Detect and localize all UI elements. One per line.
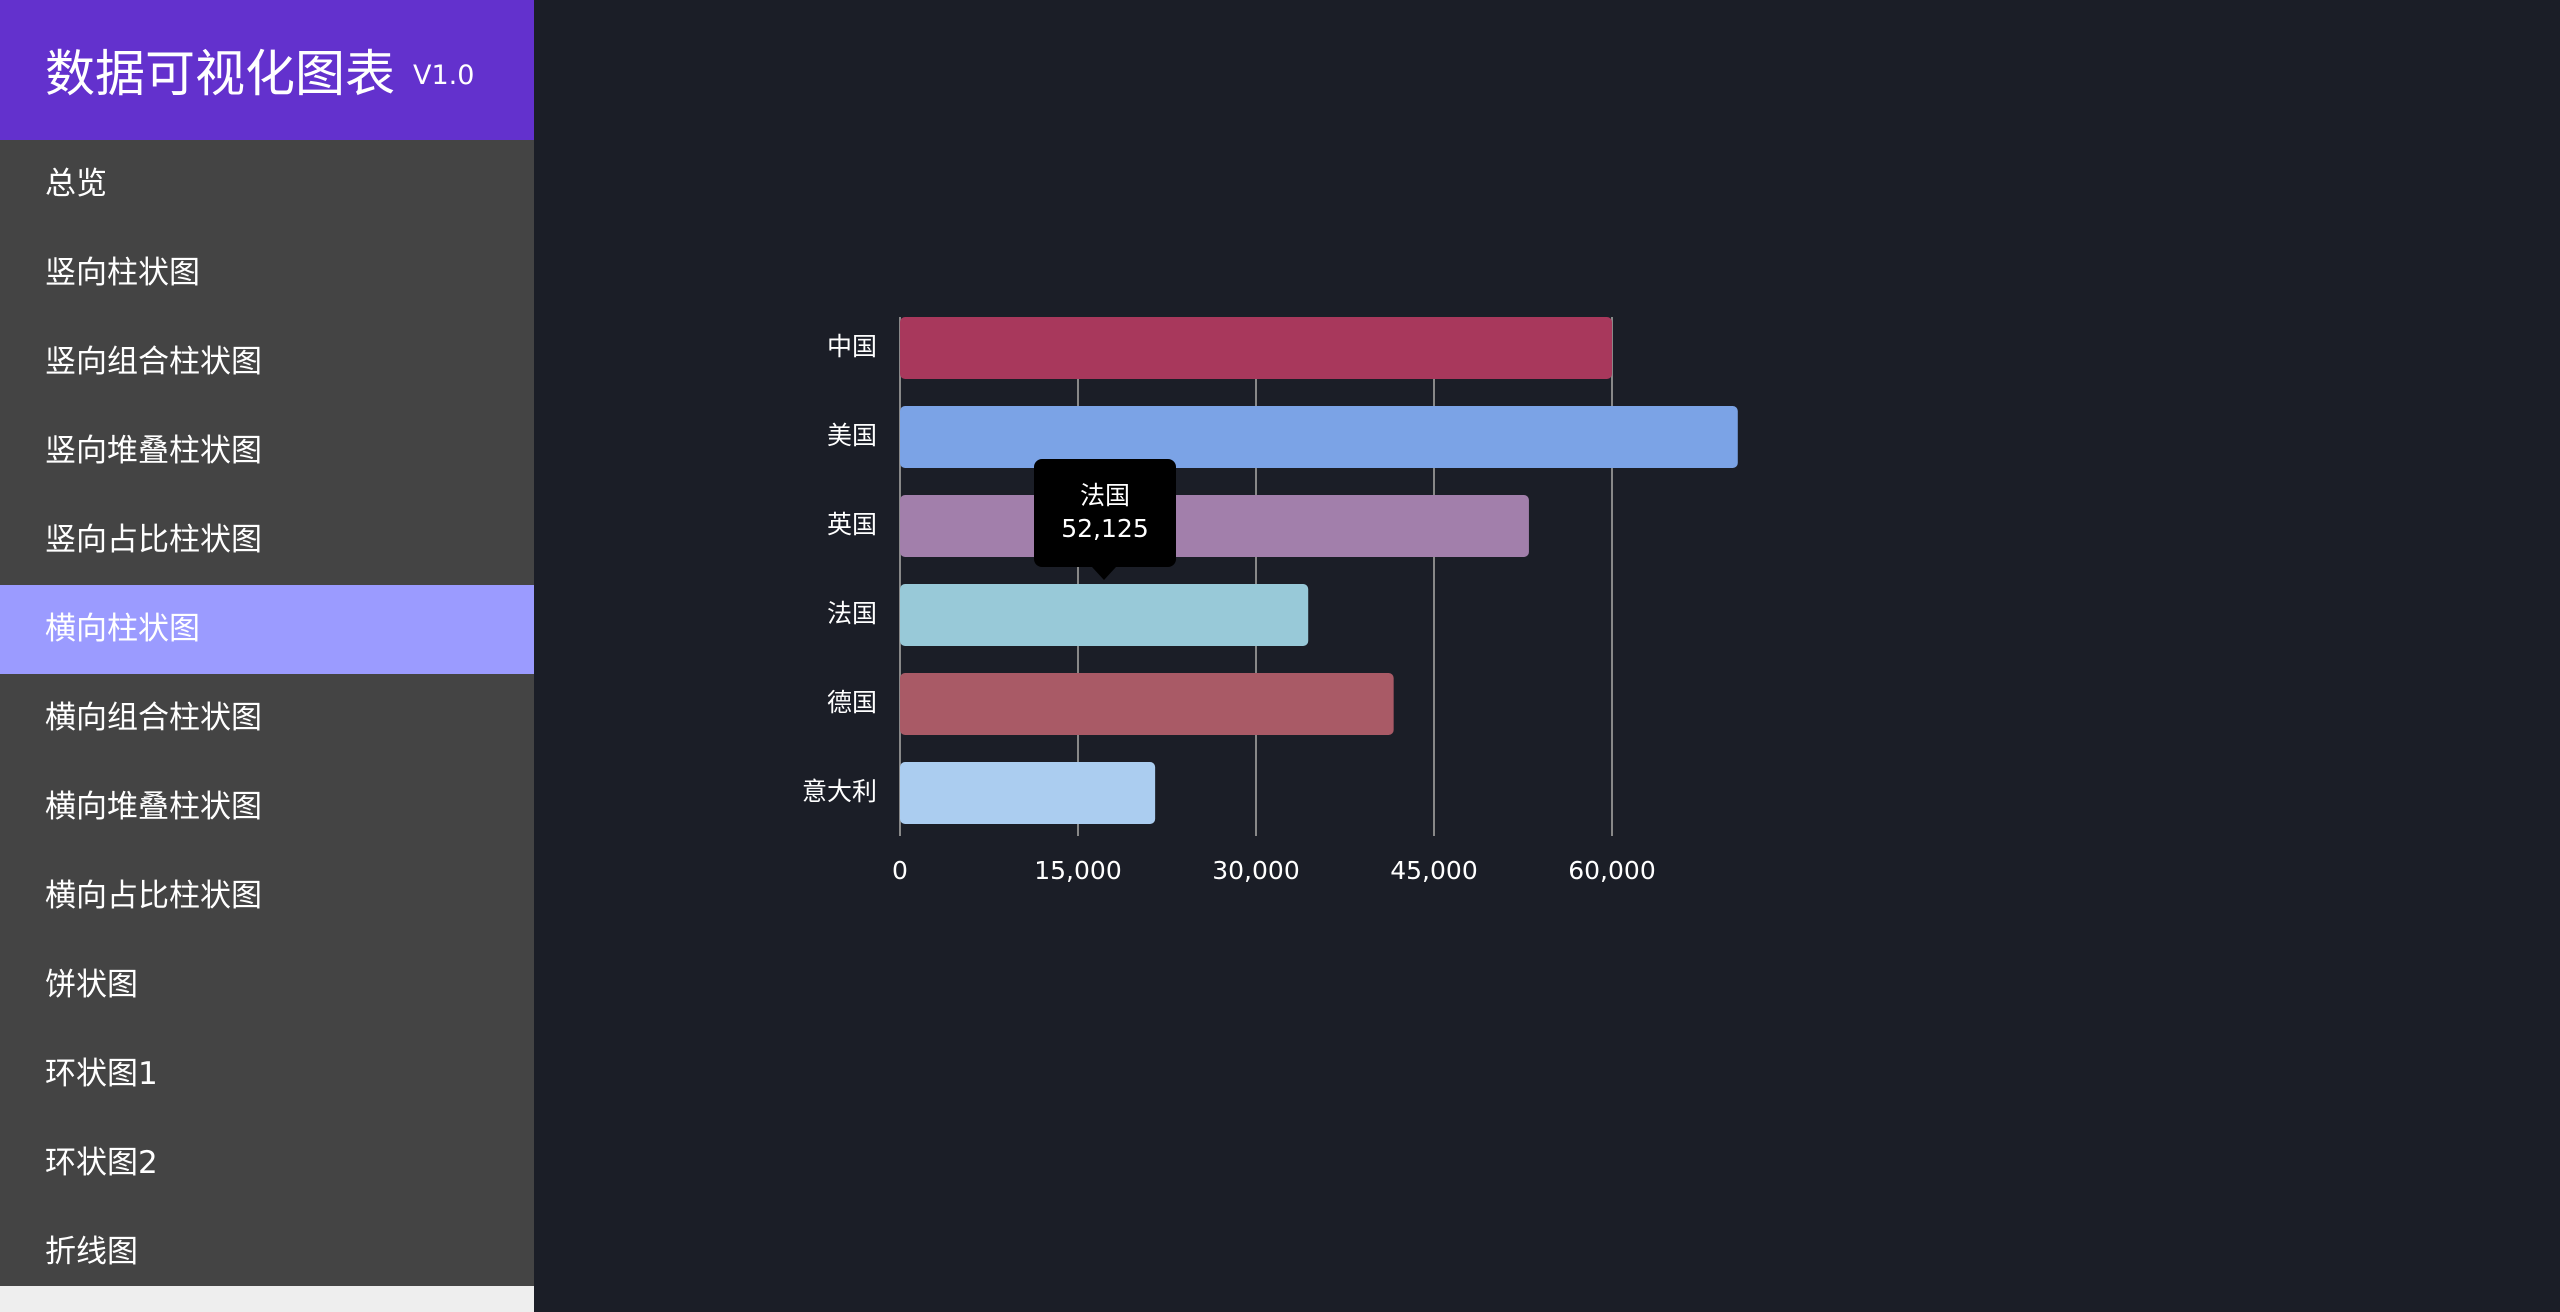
y-tick-label: 美国	[827, 421, 877, 450]
bar	[900, 762, 1156, 824]
scrollbar[interactable]	[0, 1286, 534, 1312]
y-tick-label: 英国	[827, 510, 877, 539]
x-tick-label: 0	[892, 856, 908, 885]
menu-item[interactable]: 环状图1	[45, 1056, 158, 1092]
x-tick-label: 15,000	[1034, 856, 1121, 885]
x-tick-label: 60,000	[1568, 856, 1655, 885]
tooltip-value: 52,125	[1061, 514, 1148, 543]
menu-item[interactable]: 横向占比柱状图	[45, 878, 262, 914]
x-tick-label: 45,000	[1390, 856, 1477, 885]
tooltip-arrow	[1092, 567, 1116, 580]
bar	[900, 406, 1738, 468]
app-title: 数据可视化图表	[45, 45, 395, 103]
menu-item[interactable]: 横向柱状图	[0, 585, 534, 674]
y-tick-label: 德国	[827, 688, 877, 717]
menu-item[interactable]: 竖向组合柱状图	[45, 344, 262, 380]
menu-item[interactable]: 饼状图	[45, 967, 138, 1003]
sidebar: 数据可视化图表 V1.0 总览竖向柱状图竖向组合柱状图 竖向堆叠柱状图 竖向占比柱状…	[0, 0, 534, 1312]
menu-item[interactable]: 横向堆叠柱状图	[45, 789, 262, 825]
tooltip-title: 法国	[1080, 481, 1130, 510]
menu: 总览竖向柱状图竖向组合柱状图 竖向堆叠柱状图 竖向占比柱状图横向柱状图横向组合柱状图…	[0, 140, 534, 1297]
menu-item[interactable]: 竖向堆叠柱状图	[45, 433, 262, 469]
bar	[900, 584, 1309, 646]
menu-item[interactable]: 总览	[45, 166, 107, 202]
menu-item[interactable]: 环状图2	[45, 1145, 158, 1181]
menu-item[interactable]: 折线图	[45, 1234, 138, 1270]
tooltip-box	[1034, 459, 1176, 567]
bar	[900, 495, 1529, 557]
sidebar-header: 数据可视化图表 V1.0	[0, 0, 534, 140]
menu-item[interactable]: 横向组合柱状图	[45, 700, 262, 736]
menu-item[interactable]: 竖向柱状图	[45, 255, 200, 291]
bar	[900, 317, 1612, 379]
y-tick-label: 中国	[827, 332, 877, 361]
bar	[900, 673, 1394, 735]
menu-item[interactable]: 竖向占比柱状图	[45, 522, 262, 558]
y-tick-label: 法国	[827, 599, 877, 628]
app-version: V1.0	[413, 59, 475, 91]
y-tick-label: 意大利	[802, 777, 877, 806]
x-tick-label: 30,000	[1212, 856, 1299, 885]
